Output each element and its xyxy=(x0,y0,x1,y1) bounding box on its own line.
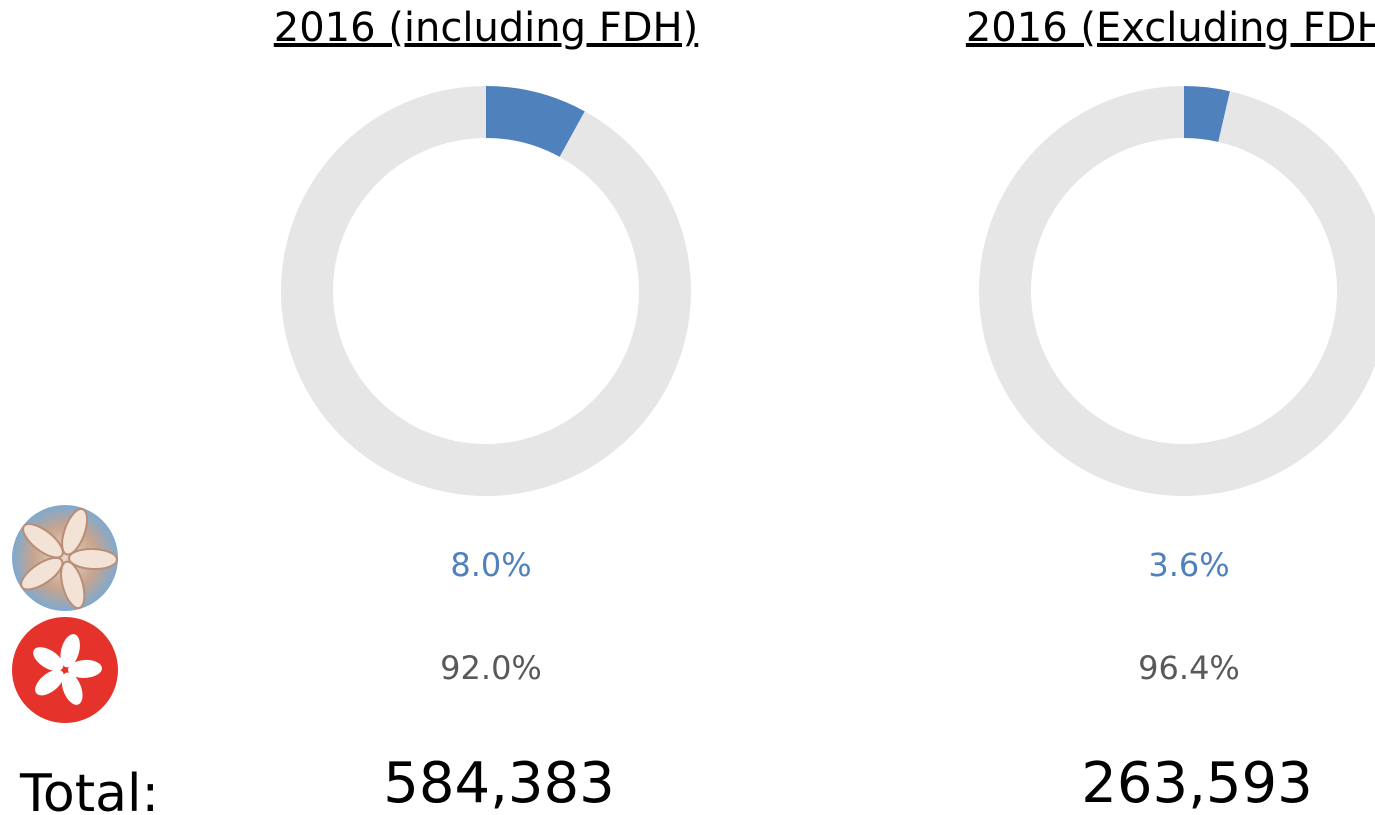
donut-segment xyxy=(281,86,692,496)
total-value: 584,383 xyxy=(383,751,615,815)
total-value: 263,593 xyxy=(1081,751,1313,815)
value-label: 92.0% xyxy=(440,649,542,687)
value-label: 8.0% xyxy=(450,546,531,584)
total-label: Total: xyxy=(19,764,159,815)
donut-segment xyxy=(979,86,1375,496)
hk-flag-icon xyxy=(12,617,118,723)
fdh-icon xyxy=(12,505,118,611)
donut-segment xyxy=(486,86,585,157)
chart-title: 2016 (Excluding FDH) xyxy=(966,5,1375,51)
chart-title: 2016 (including FDH) xyxy=(274,5,699,51)
value-label: 3.6% xyxy=(1148,546,1229,584)
donut-segment xyxy=(1184,86,1230,142)
value-label: 96.4% xyxy=(1138,649,1240,687)
